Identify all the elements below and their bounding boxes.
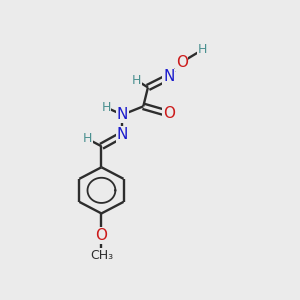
Text: H: H (83, 132, 92, 146)
Text: CH₃: CH₃ (90, 249, 113, 262)
Text: N: N (163, 69, 175, 84)
Text: O: O (163, 106, 175, 121)
Text: O: O (95, 228, 107, 243)
Text: N: N (117, 127, 128, 142)
Text: H: H (101, 101, 111, 114)
Text: O: O (176, 55, 188, 70)
Text: H: H (198, 43, 207, 56)
Text: H: H (132, 74, 141, 87)
Text: N: N (117, 107, 128, 122)
